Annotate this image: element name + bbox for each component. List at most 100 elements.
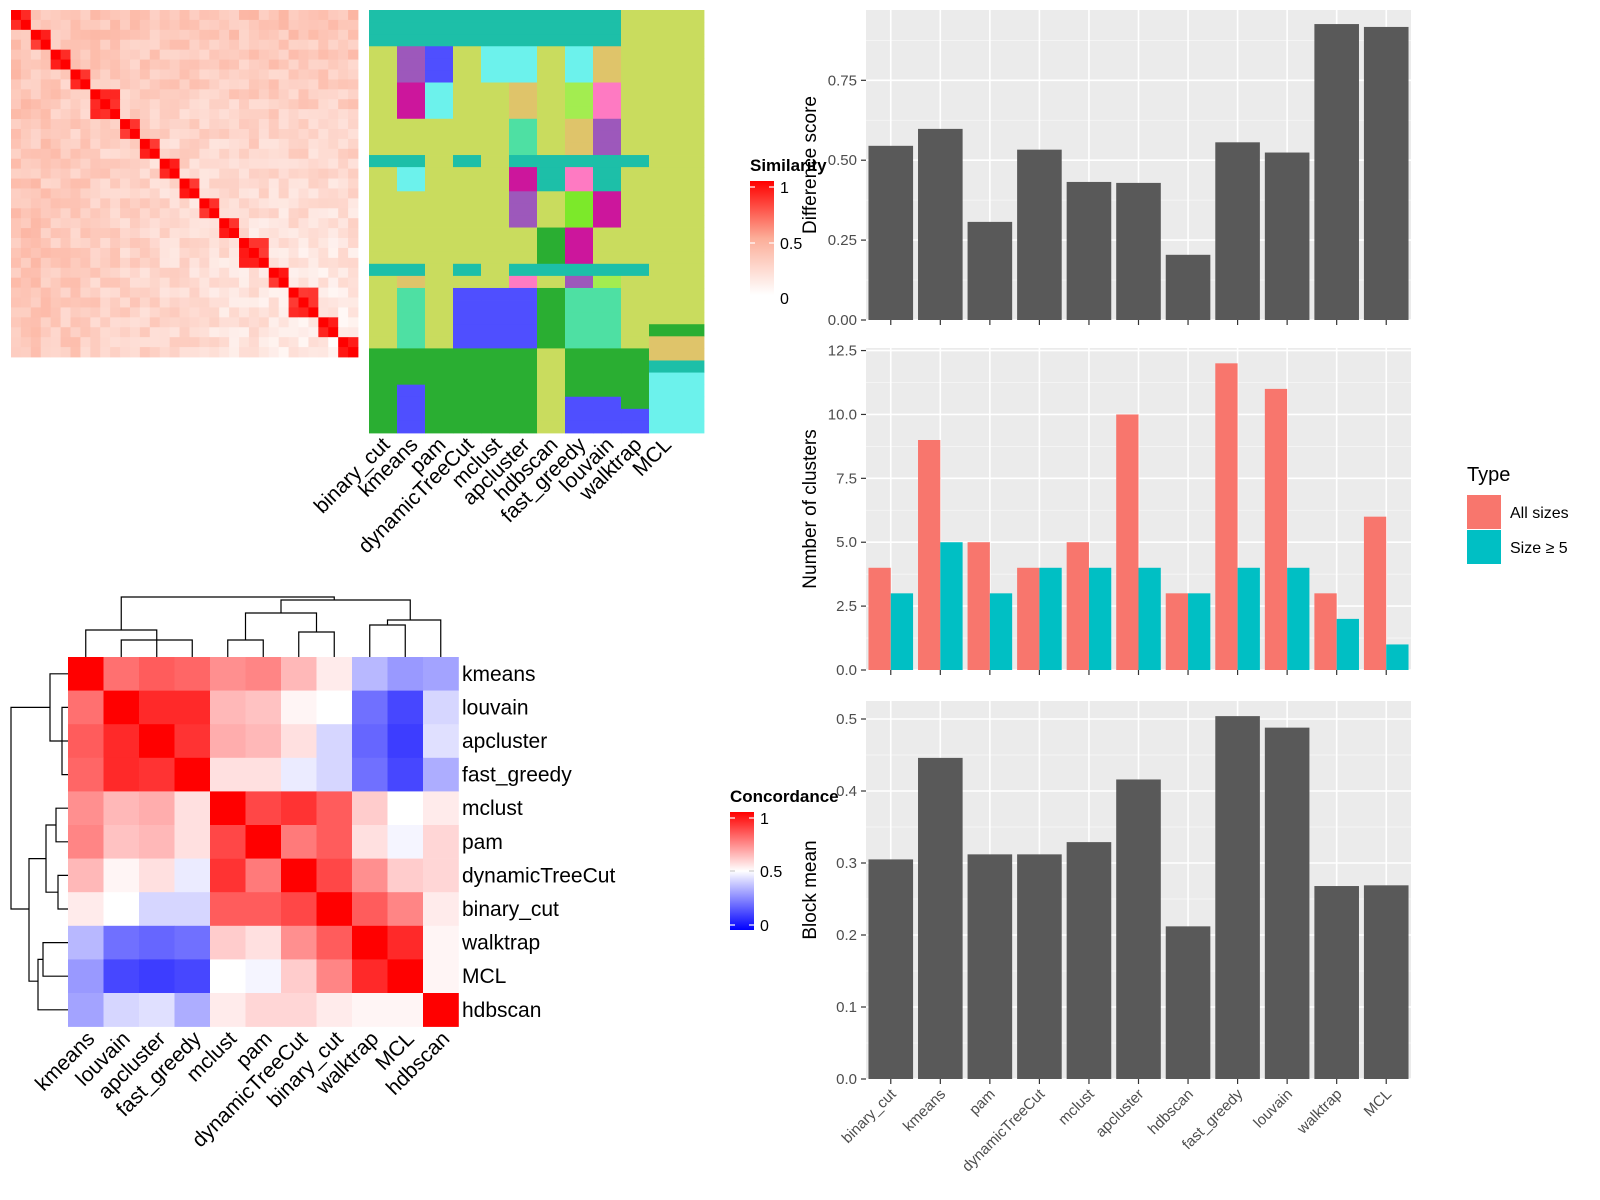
assignment-cell [425, 130, 454, 144]
similarity-cell [129, 247, 141, 259]
similarity-cell [90, 148, 101, 160]
similarity-cell [100, 307, 111, 318]
similarity-cell [60, 287, 71, 298]
similarity-cell [278, 257, 289, 269]
similarity-cell [159, 267, 171, 279]
similarity-cell [50, 158, 61, 170]
assignment-cell [649, 167, 705, 180]
assignment-cell [593, 324, 622, 337]
similarity-cell [70, 158, 81, 170]
similarity-cell [239, 128, 250, 140]
similarity-cell [50, 208, 61, 219]
similarity-cell [298, 128, 309, 140]
similarity-cell [338, 128, 349, 140]
similarity-cell [139, 168, 151, 179]
similarity-cell [308, 307, 319, 318]
similarity-cell [248, 89, 260, 100]
assignment-cell [425, 118, 454, 132]
dendrogram-branch [244, 612, 318, 640]
concordance-cell [245, 892, 282, 927]
similarity-cell [298, 99, 309, 110]
bar-pam-all-sizes [967, 542, 990, 670]
similarity-cell [268, 218, 280, 229]
assignment-cell [425, 420, 454, 434]
similarity-cell [199, 69, 210, 80]
similarity-legend-tick-1: 1 [780, 180, 789, 197]
similarity-cell [308, 257, 319, 269]
similarity-cell [248, 228, 260, 239]
similarity-cell [338, 109, 349, 120]
assignment-cell [481, 227, 510, 241]
similarity-cell [268, 148, 280, 160]
similarity-cell [189, 317, 200, 328]
concordance-column-dendrogram [85, 596, 442, 657]
similarity-cell [129, 337, 141, 348]
similarity-cell [20, 277, 32, 288]
similarity-cell [189, 238, 200, 249]
similarity-cell [328, 89, 339, 100]
similarity-cell [110, 337, 121, 348]
similarity-cell [60, 59, 71, 70]
concordance-cell [68, 791, 104, 826]
similarity-cell [100, 148, 111, 160]
assignment-cell [397, 130, 426, 144]
similarity-cell [80, 19, 91, 31]
similarity-cell [20, 69, 32, 80]
similarity-cell [30, 109, 42, 120]
similarity-cell [298, 178, 309, 189]
similarity-cell [179, 89, 190, 100]
similarity-cell [278, 109, 289, 120]
similarity-cell [268, 198, 280, 209]
similarity-cell [239, 208, 250, 219]
similarity-cell [278, 69, 289, 80]
similarity-cell [328, 228, 339, 239]
similarity-cell [60, 39, 71, 51]
similarity-cell [258, 69, 270, 80]
similarity-cell [30, 277, 42, 288]
similarity-cell [149, 39, 161, 51]
concordance-cell [316, 657, 353, 691]
similarity-cell [278, 267, 289, 279]
similarity-cell [100, 257, 111, 269]
similarity-cell [308, 29, 319, 41]
similarity-cell [60, 327, 71, 338]
similarity-cell [199, 287, 210, 298]
assignment-cell [453, 408, 482, 422]
similarity-cell [30, 317, 42, 328]
similarity-cell [258, 89, 270, 100]
assignment-cell [509, 396, 538, 410]
similarity-cell [169, 198, 180, 209]
similarity-cell [268, 128, 280, 140]
similarity-cell [20, 228, 32, 239]
similarity-cell [328, 69, 339, 80]
assignment-cell [453, 70, 482, 83]
assignment-cell [481, 34, 510, 47]
similarity-cell [328, 59, 339, 70]
similarity-cell [80, 287, 91, 298]
similarity-cell [229, 79, 240, 90]
similarity-cell [308, 267, 319, 279]
bar-binary_cut [868, 145, 914, 320]
similarity-cell [258, 188, 270, 199]
assignment-cell [621, 191, 650, 204]
assignment-cell [453, 94, 482, 108]
similarity-cell [90, 10, 101, 21]
similarity-cell [129, 79, 141, 90]
assignment-cell [481, 263, 510, 277]
similarity-cell [70, 99, 81, 110]
similarity-cell [239, 297, 250, 308]
similarity-cell [268, 337, 280, 348]
assignment-cell [369, 336, 398, 349]
similarity-cell [229, 39, 240, 51]
similarity-cell [229, 178, 240, 189]
similarity-cell [20, 19, 32, 31]
assignment-cell [397, 46, 426, 59]
assignment-cell [509, 94, 538, 108]
similarity-cell [318, 99, 329, 110]
similarity-cell [159, 277, 171, 288]
similarity-cell [50, 69, 61, 80]
assignment-cell [509, 155, 538, 168]
concordance-cell [103, 959, 140, 994]
similarity-cell [258, 208, 270, 219]
similarity-cell [229, 277, 240, 288]
